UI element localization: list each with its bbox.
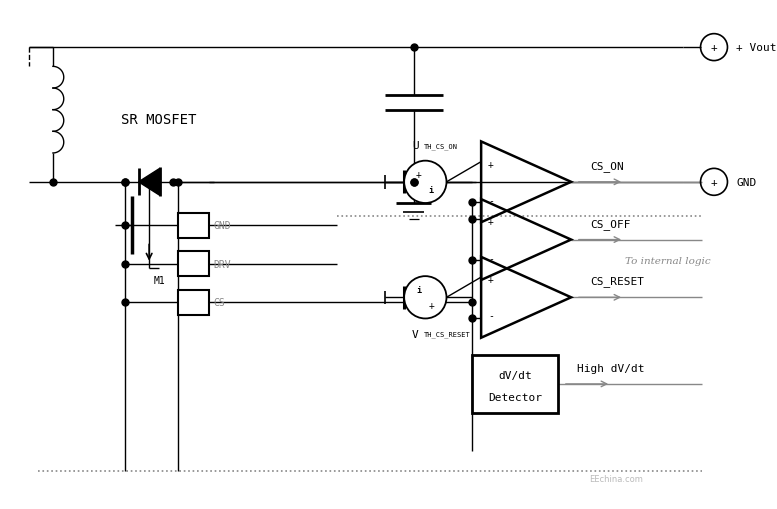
- Text: CS: CS: [214, 298, 225, 307]
- Text: CS_OFF: CS_OFF: [591, 218, 631, 229]
- Text: M1: M1: [154, 275, 166, 286]
- Text: +: +: [428, 300, 434, 310]
- Bar: [472, 355, 558, 413]
- Text: +: +: [488, 274, 493, 285]
- Bar: [178, 290, 209, 315]
- Text: +: +: [711, 43, 717, 53]
- Text: GND: GND: [736, 178, 756, 187]
- Circle shape: [404, 161, 447, 204]
- Text: -: -: [488, 195, 493, 206]
- Text: TH_CS_RESET: TH_CS_RESET: [423, 331, 470, 337]
- Text: V: V: [412, 329, 419, 339]
- Text: Detector: Detector: [488, 392, 542, 402]
- Bar: [178, 213, 209, 238]
- Text: EEchina.com: EEchina.com: [589, 474, 643, 483]
- Text: -: -: [488, 253, 493, 263]
- Text: +: +: [488, 217, 493, 227]
- Text: -: -: [488, 311, 493, 321]
- Text: SR MOSFET: SR MOSFET: [121, 113, 197, 127]
- Text: To internal logic: To internal logic: [625, 257, 711, 266]
- Text: i: i: [429, 186, 434, 194]
- Text: CS_ON: CS_ON: [591, 161, 624, 172]
- Bar: [178, 251, 209, 276]
- Text: GND: GND: [214, 221, 232, 231]
- Text: +: +: [488, 159, 493, 169]
- Text: +: +: [711, 178, 717, 187]
- Text: CS_RESET: CS_RESET: [591, 276, 644, 287]
- Text: High dV/dt: High dV/dt: [577, 363, 645, 373]
- Text: + Vout: + Vout: [736, 43, 777, 53]
- Text: DRV: DRV: [214, 259, 232, 269]
- Text: dV/dt: dV/dt: [498, 371, 531, 381]
- Circle shape: [404, 276, 447, 319]
- Text: i: i: [416, 286, 421, 295]
- Text: +: +: [416, 170, 422, 180]
- Text: U: U: [412, 141, 419, 151]
- Text: TH_CS_ON: TH_CS_ON: [423, 143, 458, 149]
- Polygon shape: [138, 169, 160, 196]
